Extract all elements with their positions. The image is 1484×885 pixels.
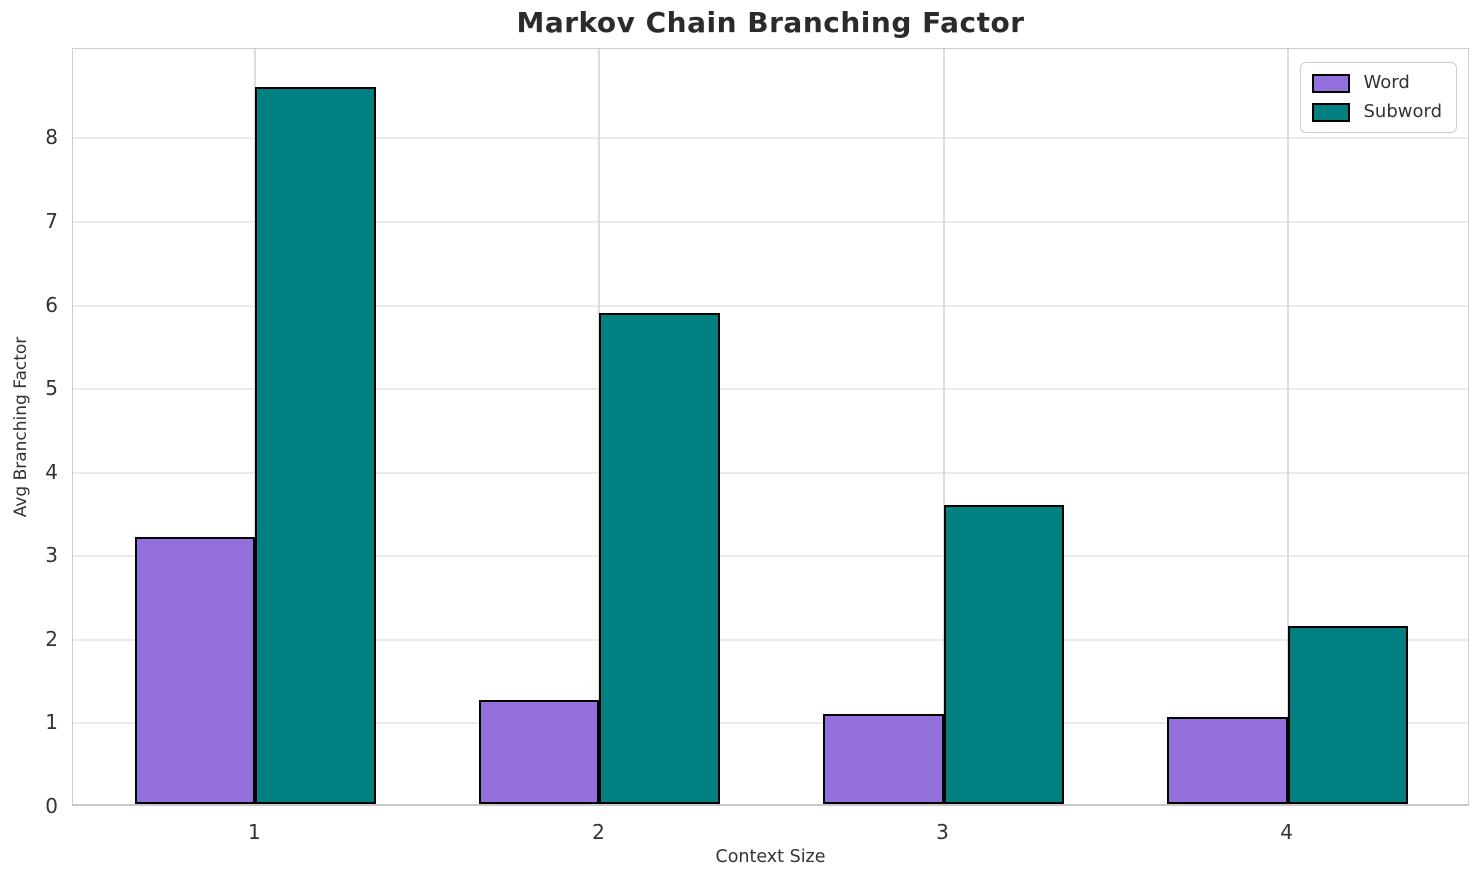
- x-tick-label: 4: [1280, 820, 1293, 844]
- legend-swatch-word: [1312, 73, 1351, 93]
- bar-word-context-1: [134, 536, 256, 804]
- legend-label: Subword: [1363, 101, 1442, 122]
- legend-item-subword: Subword: [1312, 101, 1442, 123]
- gridline-horizontal: [73, 638, 1468, 641]
- bar-subword-context-2: [599, 313, 720, 804]
- bar-subword-context-3: [943, 504, 1064, 804]
- gridline-horizontal: [73, 722, 1468, 725]
- legend-swatch-subword: [1312, 102, 1351, 122]
- gridline-horizontal: [73, 471, 1468, 474]
- gridline-vertical: [942, 49, 945, 804]
- y-tick-label: 8: [45, 125, 58, 150]
- y-tick-label: 0: [45, 794, 58, 818]
- gridline-horizontal: [73, 220, 1468, 223]
- legend-label: Word: [1363, 72, 1410, 93]
- bar-subword-context-1: [255, 86, 376, 804]
- y-tick-label: 4: [45, 459, 58, 484]
- y-tick-label: 5: [45, 376, 58, 401]
- chart-title: Markov Chain Branching Factor: [516, 6, 1025, 39]
- x-tick-label: 1: [247, 820, 261, 844]
- plot-area: Word Subword: [72, 48, 1469, 806]
- y-tick-label: 6: [45, 292, 58, 317]
- x-axis-label: Context Size: [715, 847, 826, 867]
- gridline-horizontal: [73, 388, 1468, 391]
- y-tick-label: 3: [45, 543, 58, 568]
- x-tick-label: 2: [592, 820, 605, 844]
- y-tick-label: 2: [45, 626, 58, 651]
- gridline-vertical: [1286, 49, 1289, 804]
- y-tick-label: 1: [45, 710, 58, 735]
- legend: Word Subword: [1300, 62, 1457, 133]
- gridline-horizontal: [73, 555, 1468, 558]
- gridline-horizontal: [73, 137, 1468, 140]
- bar-word-context-2: [479, 700, 600, 804]
- bar-word-context-4: [1167, 717, 1288, 804]
- bars-layer: [73, 49, 1468, 804]
- gridline-horizontal: [73, 304, 1468, 307]
- bar-word-context-3: [823, 713, 944, 804]
- x-tick-label: 3: [936, 820, 949, 844]
- legend-item-word: Word: [1312, 72, 1442, 94]
- bar-subword-context-4: [1287, 626, 1409, 804]
- y-axis-label: Avg Branching Factor: [11, 336, 31, 518]
- y-tick-label: 7: [45, 208, 58, 233]
